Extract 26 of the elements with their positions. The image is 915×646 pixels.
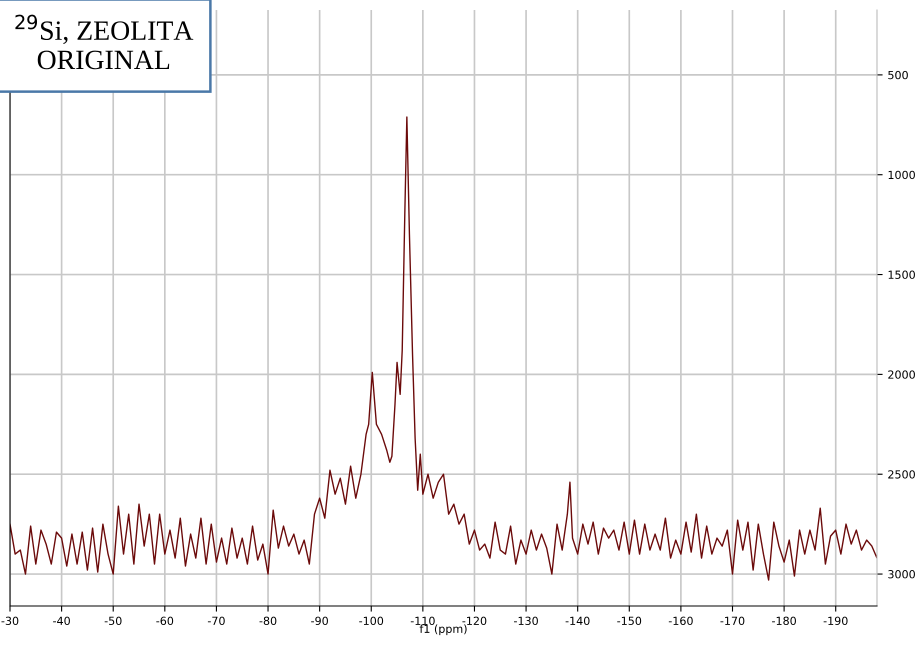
y-tick-label: 2000 <box>888 370 915 379</box>
x-tick-label: -30 <box>1 616 18 626</box>
x-tick-label: -90 <box>311 616 328 626</box>
y-tick-label: 3000 <box>888 570 915 578</box>
annotation: $^{29}$Si, ZEOLITA ORIGINAL <box>15 14 194 70</box>
x-tick-label: -180 <box>772 616 796 626</box>
x-tick-label: -150 <box>617 616 642 626</box>
y-tick-label: 1500 <box>888 270 915 279</box>
x-tick-label: -70 <box>208 616 225 626</box>
x-tick-label: -40 <box>53 616 70 626</box>
x-tick-label: -120 <box>462 616 486 626</box>
x-tick-label: -170 <box>720 616 744 626</box>
x-tick-label: -80 <box>260 616 276 626</box>
x-tick-label: -60 <box>156 616 174 626</box>
x-tick-label: -160 <box>668 616 693 626</box>
line-series <box>10 116 877 581</box>
y-tick-label: 2500 <box>888 470 915 479</box>
y-tick-label: 1000 <box>888 170 915 180</box>
x-tick-label: -190 <box>824 616 848 626</box>
x-tick-label: -50 <box>104 616 122 626</box>
x-tick-label: -100 <box>359 616 384 626</box>
x-tick-label: -130 <box>514 616 538 626</box>
x-tick-label: -110 <box>410 616 435 626</box>
x-tick-label: -140 <box>566 616 590 626</box>
y-tick-label: 500 <box>888 70 908 80</box>
x-axis-title: f1 (ppm) <box>420 624 467 636</box>
